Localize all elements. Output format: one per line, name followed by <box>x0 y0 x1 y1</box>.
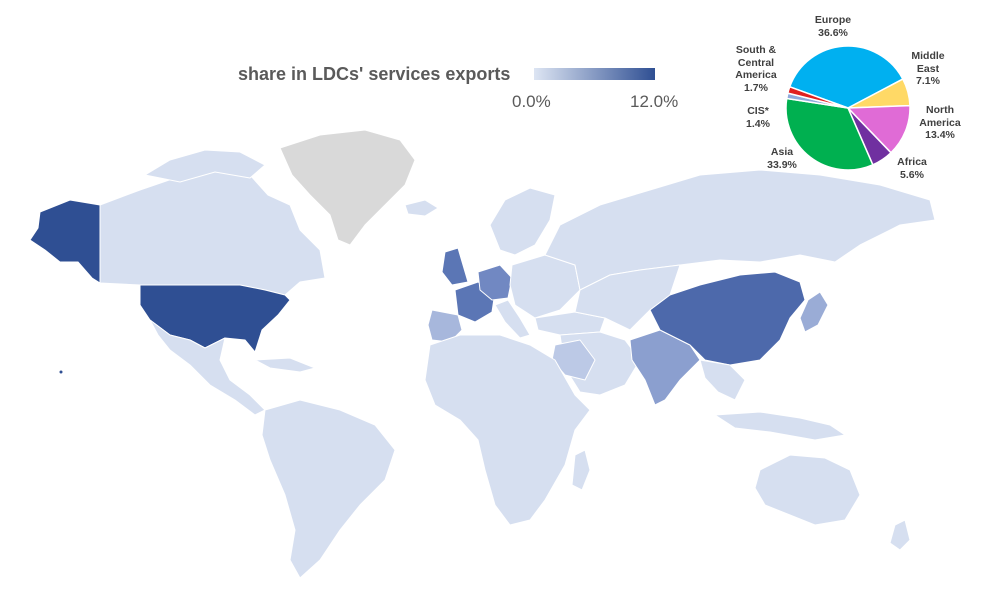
pie-label-line: Asia <box>770 146 794 158</box>
pie-label-line: North <box>926 104 954 116</box>
pie-label-line: 13.4% <box>925 129 955 141</box>
pie-label-line: CIS* <box>747 105 769 117</box>
pie-label-line: 1.4% <box>746 117 770 130</box>
pie-label-line: 33.9% <box>767 158 797 171</box>
region-united-kingdom <box>441 247 469 286</box>
pie-label-line: 1.7% <box>744 81 768 94</box>
pie-label-line: Middle <box>911 50 945 62</box>
pie-label-line: 7.1% <box>916 75 940 87</box>
region-mexico <box>149 319 266 416</box>
region-madagascar <box>571 449 591 491</box>
region-china <box>649 271 806 366</box>
pie-label-line: 36.6% <box>818 26 848 39</box>
pie-label-middle-east: Middle East 7.1% <box>898 50 958 88</box>
pie-label-line: East <box>916 62 940 75</box>
region-germany <box>477 264 513 301</box>
region-south-america <box>261 399 396 579</box>
region-indonesia <box>714 411 846 441</box>
pie-label-line: America <box>919 116 961 129</box>
pie-label-line: South & <box>735 44 777 56</box>
region-hawaii <box>58 369 64 375</box>
region-caribbean <box>254 357 316 373</box>
region-usa <box>139 284 291 353</box>
pie-label-line: 5.6% <box>900 168 924 181</box>
legend-gradient-bar <box>534 68 655 80</box>
pie-slice-europe <box>788 45 904 109</box>
region-new-zealand <box>889 519 911 551</box>
pie-label-line: Africa <box>897 156 927 168</box>
region-southeast-asia <box>699 359 746 401</box>
region-africa <box>424 334 591 526</box>
legend-title: share in LDCs' services exports <box>238 64 511 84</box>
pie-label-line: America <box>735 69 777 81</box>
region-australia <box>754 454 861 526</box>
region-japan <box>799 291 829 333</box>
pie-label-line: Europe <box>814 14 852 26</box>
legend-min-label: 0.0% <box>512 92 551 111</box>
pie-label-europe: Europe 36.6% <box>798 14 868 39</box>
pie-label-south-central-america: South & Central America 1.7% <box>720 44 792 94</box>
pie-slice-south-central-america <box>786 85 849 109</box>
region-canada <box>99 169 326 296</box>
region-scandinavia <box>489 187 556 256</box>
region-eastern-europe <box>509 254 581 319</box>
region-canada-islands <box>144 149 266 183</box>
pie-label-line: Central <box>737 56 775 69</box>
pie-slice-asia <box>785 97 874 171</box>
region-alaska <box>29 199 101 284</box>
region-iceland <box>404 199 439 217</box>
pie-label-asia: Asia 33.9% <box>752 146 812 171</box>
region-italy <box>494 299 531 339</box>
region-russia <box>544 169 936 291</box>
region-greenland <box>279 129 416 246</box>
pie-label-north-america: North America 13.4% <box>910 104 970 142</box>
region-share-pie-chart <box>785 45 911 171</box>
legend-max-label: 12.0% <box>630 92 679 111</box>
pie-label-africa: Africa 5.6% <box>882 156 942 181</box>
pie-label-cis: CIS* 1.4% <box>738 105 778 130</box>
